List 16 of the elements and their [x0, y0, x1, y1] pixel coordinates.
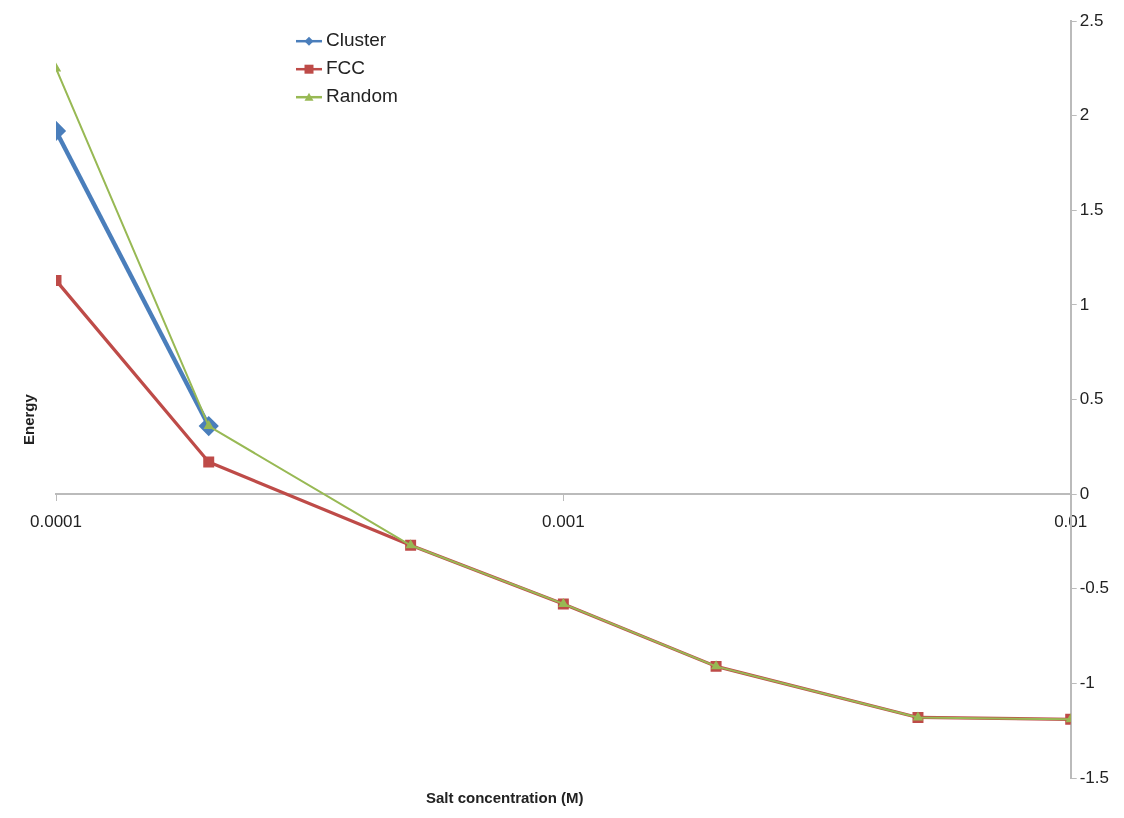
legend-label: Random [326, 85, 398, 107]
y-tick-label: -1 [1079, 673, 1095, 693]
x-axis-title: Salt concentration (M) [426, 788, 584, 806]
legend-label: FCC [326, 57, 366, 79]
x-tick-label: 0.001 [542, 512, 585, 532]
x-tick-label: 0.0001 [30, 512, 82, 532]
y-tick-label: 1.5 [1079, 200, 1104, 220]
y-tick-label: 1 [1079, 294, 1090, 314]
y-tick-label: 0.5 [1079, 389, 1104, 409]
y-tick-label: 2 [1079, 105, 1090, 125]
y-tick-label: -1.5 [1079, 767, 1109, 787]
y-tick-label: -0.5 [1079, 578, 1109, 598]
legend-label: Cluster [326, 29, 387, 51]
y-tick-label: 2.5 [1079, 10, 1104, 30]
y-tick-label: 0 [1079, 483, 1090, 503]
y-axis-title: Energy [20, 393, 38, 446]
